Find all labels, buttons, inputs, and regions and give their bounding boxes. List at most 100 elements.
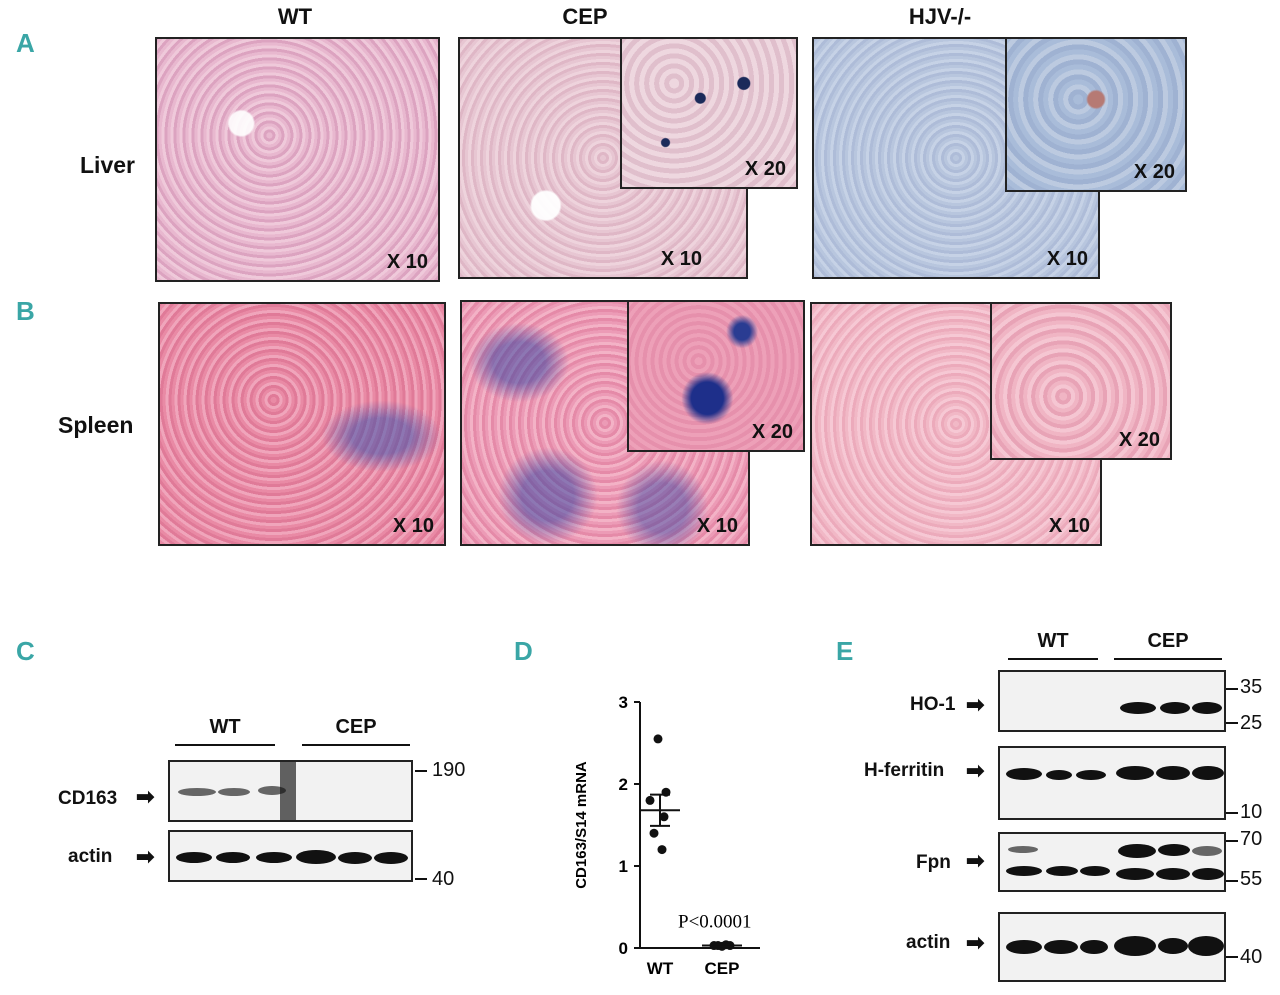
panel-letter-a: A — [16, 28, 35, 58]
blot-band — [374, 852, 408, 864]
blot-c-mw-190: 190 — [432, 759, 466, 781]
magnification-label: X 10 — [660, 248, 702, 270]
mw-tick — [1226, 880, 1238, 882]
blot-band — [1080, 940, 1108, 954]
blot-band — [1188, 936, 1224, 956]
y-tick-label: 1 — [619, 857, 628, 876]
scatter-plot-d: 0 1 2 3 CD163/S14 mRNA WT CEP P<0.0001 — [573, 693, 760, 978]
blot-band — [178, 788, 216, 796]
data-point — [657, 845, 667, 855]
blot-band — [216, 852, 250, 863]
arrow-icon: ➡ — [966, 930, 985, 955]
blot-e-hferritin — [998, 746, 1226, 820]
blot-c-group-wt: WT — [209, 716, 241, 738]
mw-tick — [1226, 956, 1238, 958]
blot-e-mw-35: 35 — [1240, 676, 1263, 698]
blot-band — [1006, 940, 1042, 954]
blot-band — [1116, 868, 1154, 880]
blot-band — [1116, 766, 1154, 780]
blot-e-label-fpn: Fpn — [916, 852, 951, 873]
blot-c-mw-40: 40 — [432, 868, 455, 890]
spleen-cep-inset: X 20 — [627, 300, 805, 452]
blot-c-label-actin: actin — [68, 846, 113, 867]
blot-e-mw-70: 70 — [1240, 828, 1263, 850]
blot-c-label-cd163: CD163 — [58, 788, 118, 809]
data-point — [645, 795, 655, 805]
liver-hjv-inset: X 20 — [1005, 37, 1187, 192]
mw-tick — [1226, 688, 1238, 690]
blot-band — [1192, 702, 1222, 714]
liver-cep-inset: X 20 — [620, 37, 798, 189]
blot-band — [1156, 868, 1190, 880]
arrow-icon: ➡ — [966, 692, 985, 717]
blot-band — [256, 852, 292, 863]
blot-band — [1158, 844, 1190, 856]
blot-e-fpn — [998, 832, 1226, 892]
blot-band — [176, 852, 212, 863]
blot-e-mw-10: 10 — [1240, 801, 1263, 823]
mw-tick — [1226, 812, 1238, 814]
blot-c-group-cep: CEP — [335, 716, 377, 738]
column-label-hjv: HJV-/- — [908, 4, 972, 29]
panel-letter-d: D — [514, 636, 533, 666]
blot-band — [338, 852, 372, 864]
blot-band — [218, 788, 250, 796]
blot-e-group-cep: CEP — [1147, 630, 1189, 652]
magnification-label: X 10 — [1046, 248, 1088, 270]
blot-band — [1006, 866, 1042, 876]
panel-letter-c: C — [16, 636, 35, 666]
row-label-spleen: Spleen — [58, 412, 134, 438]
blot-band — [1158, 938, 1188, 954]
blot-band — [1114, 936, 1156, 956]
blot-e-mw-55: 55 — [1240, 868, 1263, 890]
spleen-hjv-inset: X 20 — [990, 302, 1172, 460]
arrow-icon: ➡ — [136, 844, 155, 869]
y-tick-label: 3 — [619, 693, 628, 712]
arrow-icon: ➡ — [966, 758, 985, 783]
magnification-label: X 20 — [751, 421, 793, 443]
blot-e-actin — [998, 912, 1226, 982]
blot-c-group-line-wt — [175, 744, 275, 746]
blot-e-mw-40: 40 — [1240, 946, 1263, 968]
spleen-wt-micrograph: X 10 — [158, 302, 446, 546]
y-tick-label: 2 — [619, 775, 628, 794]
magnification-label: X 10 — [392, 515, 434, 537]
blot-band — [1192, 868, 1224, 880]
blot-band — [1046, 770, 1072, 780]
blot-band — [1076, 770, 1106, 780]
column-label-cep: CEP — [562, 4, 608, 29]
blot-band — [1192, 766, 1224, 780]
blot-band — [258, 786, 286, 795]
magnification-label: X 20 — [1133, 161, 1175, 183]
arrow-icon: ➡ — [136, 784, 155, 809]
blot-e-mw-25: 25 — [1240, 712, 1263, 734]
blot-smear — [280, 762, 296, 820]
column-label-wt: WT — [277, 4, 313, 29]
blot-e-ho1 — [998, 670, 1226, 732]
magnification-label: X 10 — [696, 515, 738, 537]
blot-c-cd163 — [168, 760, 413, 822]
blot-e-label-ho1: HO-1 — [910, 694, 956, 715]
blot-band — [1192, 846, 1222, 856]
blot-band — [1080, 866, 1110, 876]
x-tick-label: CEP — [705, 959, 740, 978]
blot-band — [1046, 866, 1078, 876]
mw-tick — [1226, 840, 1238, 842]
blot-c-actin — [168, 830, 413, 882]
row-label-liver: Liver — [80, 152, 135, 178]
blot-e-group-line-cep — [1114, 658, 1222, 660]
blot-band — [1156, 766, 1190, 780]
data-point — [649, 828, 659, 838]
blot-e-label-actin: actin — [906, 932, 951, 953]
blot-band — [1044, 940, 1078, 954]
magnification-label: X 10 — [386, 251, 428, 273]
blot-e-group-wt: WT — [1037, 630, 1069, 652]
blot-band — [1008, 846, 1038, 853]
arrow-icon: ➡ — [966, 848, 985, 873]
panel-letter-e: E — [836, 636, 854, 666]
blot-band — [1120, 702, 1156, 714]
mw-tick — [415, 878, 427, 880]
magnification-label: X 20 — [1118, 429, 1160, 451]
magnification-label: X 10 — [1048, 515, 1090, 537]
blot-band — [1006, 768, 1042, 780]
